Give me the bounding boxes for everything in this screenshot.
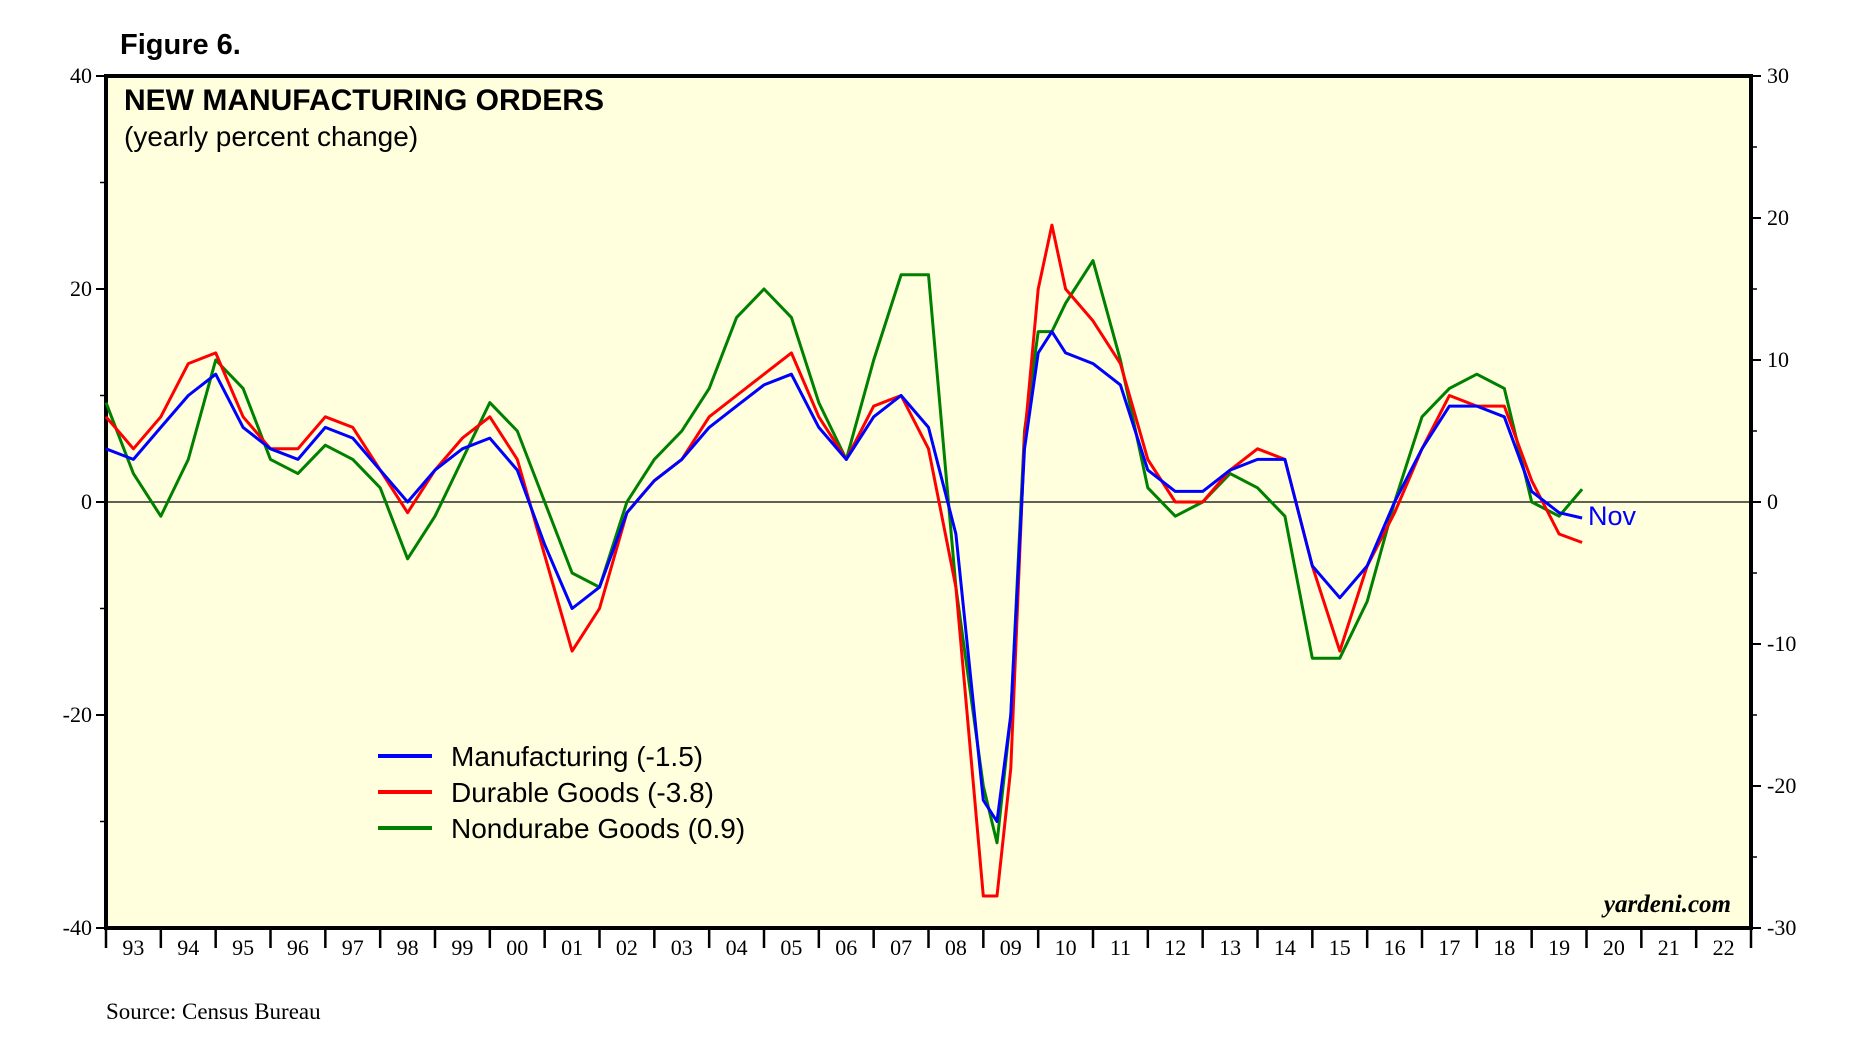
x-tick-label: 96 xyxy=(287,935,309,960)
legend: Manufacturing (-1.5) Durable Goods (-3.8… xyxy=(378,741,745,844)
x-tick-label: 22 xyxy=(1713,935,1735,960)
left-y-axis: 40 20 0 -20 -40 xyxy=(63,63,106,940)
x-tick-label: 08 xyxy=(945,935,967,960)
x-tick-label: 17 xyxy=(1438,935,1460,960)
right-tick-label: 30 xyxy=(1767,63,1789,88)
legend-label-manufacturing: Manufacturing (-1.5) xyxy=(451,741,703,772)
chart-title: NEW MANUFACTURING ORDERS xyxy=(124,84,604,117)
left-tick-label: 40 xyxy=(70,63,92,88)
left-tick-label: -20 xyxy=(63,702,92,727)
right-tick-label: 20 xyxy=(1767,205,1789,230)
figure-label: Figure 6. xyxy=(120,29,241,61)
left-tick-label: -40 xyxy=(63,915,92,940)
x-axis: 93 94 95 96 97 98 99 00 01 02 03 04 05 06 07 08 09 10 11 12… xyxy=(104,928,1753,960)
series-layer xyxy=(104,223,1584,898)
end-annotation: Nov xyxy=(1588,501,1637,531)
x-tick-label: 19 xyxy=(1548,935,1570,960)
source-note: Source: Census Bureau xyxy=(106,999,321,1024)
right-y-axis: 30 20 10 0 -10 -20 -30 xyxy=(1751,63,1796,940)
x-tick-label: 15 xyxy=(1329,935,1351,960)
legend-label-durable: Durable Goods (-3.8) xyxy=(451,777,714,808)
right-tick-label: -30 xyxy=(1767,915,1796,940)
series-line-durable-goods xyxy=(104,223,1583,898)
x-tick-label: 98 xyxy=(397,935,419,960)
x-tick-label: 94 xyxy=(177,935,199,960)
x-tick-label: 21 xyxy=(1658,935,1680,960)
x-tick-label: 11 xyxy=(1110,935,1131,960)
x-tick-label: 95 xyxy=(232,935,254,960)
chart-subtitle: (yearly percent change) xyxy=(124,121,418,152)
x-tick-label: 00 xyxy=(506,935,528,960)
x-tick-label: 18 xyxy=(1493,935,1515,960)
x-tick-label: 05 xyxy=(780,935,802,960)
legend-label-nondurable: Nondurabe Goods (0.9) xyxy=(451,813,745,844)
series-line-nondurabe-goods xyxy=(104,259,1584,845)
x-tick-label: 04 xyxy=(726,935,748,960)
left-tick-label: 0 xyxy=(81,489,92,514)
x-tick-label: 01 xyxy=(561,935,583,960)
right-tick-label: -10 xyxy=(1767,631,1796,656)
x-tick-label: 06 xyxy=(835,935,857,960)
watermark: yardeni.com xyxy=(1601,891,1731,918)
series-line-manufacturing xyxy=(105,330,1583,823)
x-tick-label: 02 xyxy=(616,935,638,960)
right-tick-label: 0 xyxy=(1767,489,1778,514)
x-tick-label: 97 xyxy=(342,935,364,960)
x-tick-label: 14 xyxy=(1274,935,1296,960)
right-tick-label: -20 xyxy=(1767,773,1796,798)
x-tick-label: 20 xyxy=(1603,935,1625,960)
x-tick-label: 12 xyxy=(1164,935,1186,960)
x-tick-label: 10 xyxy=(1055,935,1077,960)
x-tick-label: 09 xyxy=(1000,935,1022,960)
x-tick-label: 99 xyxy=(451,935,473,960)
x-tick-label: 07 xyxy=(890,935,912,960)
x-tick-label: 93 xyxy=(122,935,144,960)
right-tick-label: 10 xyxy=(1767,347,1789,372)
x-tick-label: 13 xyxy=(1219,935,1241,960)
x-tick-label: 16 xyxy=(1384,935,1406,960)
x-tick-label: 03 xyxy=(671,935,693,960)
left-tick-label: 20 xyxy=(70,276,92,301)
